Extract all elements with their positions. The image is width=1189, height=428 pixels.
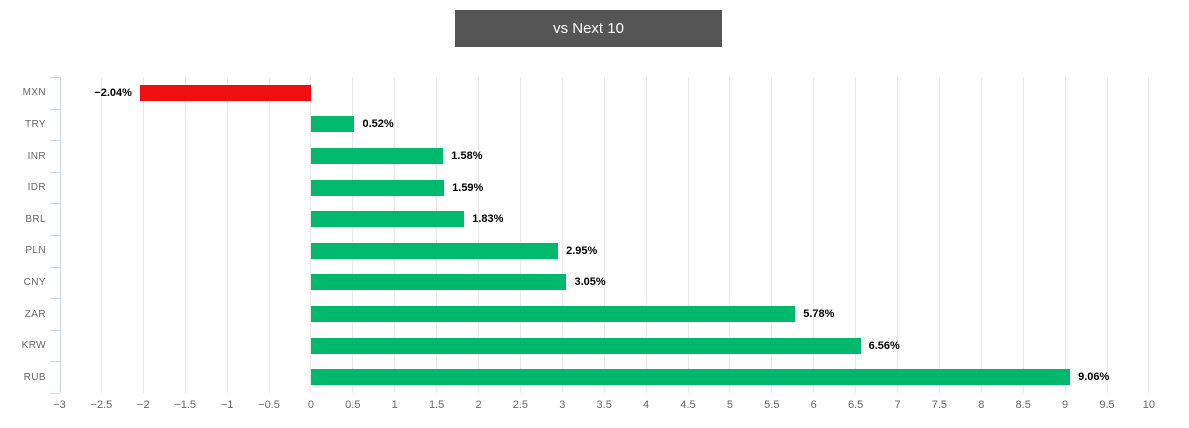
x-axis-label: −2.5 — [90, 399, 113, 411]
x-axis-label: 2.5 — [512, 399, 529, 411]
bar-CNY[interactable] — [310, 274, 567, 291]
y-axis-tick — [49, 108, 60, 110]
bar-PLN[interactable] — [310, 242, 559, 259]
gridline — [1064, 77, 1066, 393]
gridline — [645, 77, 647, 393]
bar-KRW[interactable] — [310, 337, 861, 354]
bar-MXN[interactable] — [139, 84, 311, 101]
x-axis-label: −2 — [137, 399, 150, 411]
category-label-RUB: RUB — [23, 371, 46, 383]
gridline — [855, 77, 857, 393]
gridline — [394, 77, 396, 393]
x-axis-label: 4.5 — [680, 399, 696, 411]
gridline — [352, 77, 354, 393]
bar-BRL[interactable] — [310, 211, 465, 228]
gridline — [771, 77, 773, 393]
gridline — [1106, 77, 1108, 393]
gridline — [980, 77, 982, 393]
x-axis-label: −1.5 — [174, 399, 197, 411]
x-axis-label: 10 — [1142, 399, 1156, 411]
category-label-KRW: KRW — [21, 340, 46, 352]
y-axis-tick — [49, 298, 60, 300]
y-axis-tick — [49, 203, 60, 205]
gridline — [100, 77, 102, 393]
y-axis-tick — [49, 361, 60, 363]
value-label-PLN: 2.95% — [566, 244, 598, 257]
bar-IDR[interactable] — [310, 179, 445, 196]
x-axis-label: 6.5 — [847, 399, 864, 411]
gridline — [1022, 77, 1024, 393]
x-axis-label: 5 — [726, 399, 733, 411]
y-axis-tick — [49, 77, 60, 78]
gridline — [813, 77, 815, 393]
gridline — [519, 77, 521, 393]
category-label-BRL: BRL — [25, 213, 46, 225]
gridline — [226, 77, 228, 393]
category-label-TRY: TRY — [24, 118, 46, 130]
y-axis-tick — [49, 171, 60, 173]
x-axis-label: 8.5 — [1015, 399, 1031, 411]
y-axis-tick — [49, 235, 60, 236]
value-label-ZAR: 5.78% — [803, 308, 835, 320]
value-label-KRW: 6.56% — [868, 339, 900, 352]
x-axis-label: 1.5 — [428, 399, 445, 411]
value-label-CNY: 3.05% — [574, 276, 606, 289]
x-axis-label: −3 — [53, 399, 66, 411]
x-axis-label: 8 — [978, 399, 985, 411]
gridline — [897, 77, 898, 393]
x-axis-label: 9 — [1062, 399, 1069, 411]
gridline — [268, 77, 270, 393]
category-label-PLN: PLN — [25, 245, 46, 257]
gridline — [310, 77, 312, 393]
value-label-MXN: −2.04% — [94, 86, 132, 99]
gridline — [561, 77, 563, 393]
value-label-TRY: 0.52% — [362, 118, 394, 131]
gridline — [478, 77, 479, 393]
gridline — [436, 77, 438, 393]
x-axis-label: 3 — [559, 399, 566, 411]
gridline — [687, 77, 689, 393]
bar-INR[interactable] — [310, 148, 444, 164]
x-axis-label: −0.5 — [258, 399, 280, 411]
x-axis-label: 1 — [391, 399, 398, 411]
value-label-BRL: 1.83% — [472, 213, 504, 226]
chart-title: vs Next 10 — [553, 20, 624, 37]
y-axis-tick — [49, 140, 60, 142]
value-label-RUB: 9.06% — [1078, 371, 1110, 384]
x-axis-label: 3.5 — [596, 399, 612, 411]
category-label-CNY: CNY — [23, 276, 46, 288]
x-axis-label: −1 — [220, 399, 234, 411]
x-axis-label: 5.5 — [764, 399, 780, 411]
value-label-INR: 1.58% — [451, 150, 483, 162]
gridline — [729, 77, 731, 393]
category-label-MXN: MXN — [22, 87, 46, 99]
category-label-IDR: IDR — [27, 182, 46, 194]
chart-title-bar: vs Next 10 — [455, 10, 722, 47]
gridline — [184, 77, 186, 393]
bar-TRY[interactable] — [310, 116, 355, 133]
x-axis-label: 7.5 — [931, 399, 948, 411]
gridline — [1148, 77, 1150, 393]
bar-ZAR[interactable] — [310, 306, 796, 322]
x-axis-label: 0.5 — [345, 399, 361, 411]
category-label-ZAR: ZAR — [24, 308, 46, 320]
gridline — [142, 77, 144, 393]
y-axis-tick — [49, 393, 60, 394]
y-axis-tick — [49, 329, 60, 331]
x-axis-label: 9.5 — [1099, 399, 1115, 411]
x-axis-label: 0 — [307, 399, 314, 411]
x-axis-label: 2 — [475, 399, 482, 411]
category-label-INR: INR — [27, 150, 46, 162]
x-axis-label: 4 — [643, 399, 650, 411]
gridline — [603, 77, 605, 393]
value-label-IDR: 1.59% — [452, 181, 484, 194]
gridline — [938, 77, 940, 393]
y-axis-tick — [49, 266, 60, 268]
x-axis-label: 6 — [810, 399, 817, 411]
bar-RUB[interactable] — [310, 369, 1071, 386]
y-axis-line — [59, 77, 61, 393]
x-axis-label: 7 — [894, 399, 901, 411]
